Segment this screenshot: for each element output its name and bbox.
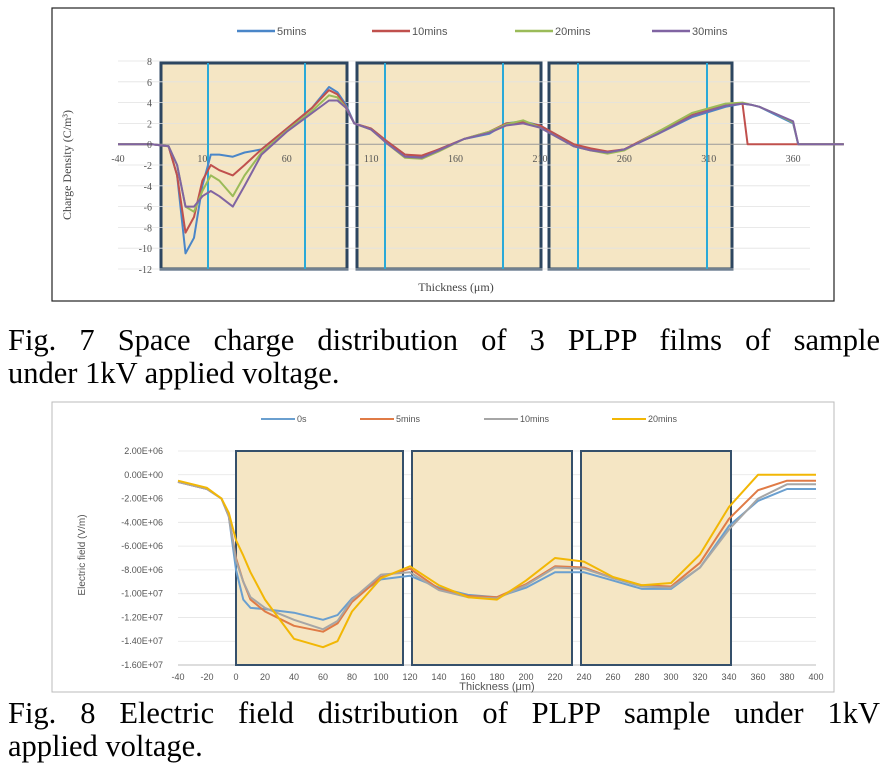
fig8-legend: 0s 5mins 10mins 20mins (261, 414, 678, 424)
fig8-y-tick-label: -6.00E+06 (121, 541, 163, 551)
fig7-y-tick-label: 2 (147, 119, 152, 130)
fig8-x-tick-label: 300 (663, 672, 678, 682)
fig7-caption-line2: under 1kV applied voltage. (8, 356, 340, 390)
fig8-x-tick-label: 160 (460, 672, 475, 682)
fig8-x-tick-labels: -40 -20 0 20 40 60 80 100 120 140 160 180 200 220 240 2… (171, 672, 823, 682)
fig8-y-axis-title: Electric field (V/m) (77, 514, 88, 595)
fig7-legend-label: 30mins (692, 26, 728, 38)
fig7-x-tick-labels: -40 10 60 110 160 210 260 310 360 (111, 154, 800, 165)
fig8-x-tick-label: 20 (260, 672, 270, 682)
fig8-series-line (177, 480, 816, 631)
fig7-series-line (118, 94, 844, 213)
fig8-x-tick-label: 80 (347, 672, 357, 682)
fig8-x-tick-label: 240 (576, 672, 591, 682)
fig8-frame (51, 401, 835, 693)
fig7-x-tick-label: 260 (617, 154, 632, 165)
fig8-x-axis-title: Thickness (μm) (459, 681, 534, 693)
fig8-x-tick-label: 60 (318, 672, 328, 682)
fig7-x-tick-label: 160 (448, 154, 463, 165)
fig8-series-line (177, 473, 816, 649)
fig8-x-tick-label: 100 (373, 672, 388, 682)
fig7-shaded-bands (159, 61, 734, 271)
fig7-band (355, 61, 543, 271)
fig8-x-tick-label: 220 (547, 672, 562, 682)
fig7-band (547, 61, 734, 271)
fig7-band (159, 61, 349, 271)
fig7-x-tick-label: 110 (364, 154, 379, 165)
fig7-series-group (118, 86, 844, 255)
fig7-chart: 8 6 4 2 0 -2 -4 -6 -8 -10 -12 -40 10 60 110 160 210 260 3… (51, 7, 844, 302)
fig8-legend-label: 5mins (396, 414, 421, 424)
fig7-y-tick-label: 6 (147, 78, 152, 89)
fig8-x-tick-label: 180 (489, 672, 504, 682)
fig7-x-tick-label: 60 (282, 154, 292, 165)
fig7-y-tick-label: -2 (144, 161, 152, 172)
fig8-y-tick-label: -1.20E+07 (121, 612, 163, 622)
fig7-x-tick-label: 360 (786, 154, 801, 165)
fig8-x-tick-label: -40 (171, 672, 184, 682)
fig8-legend-label: 20mins (648, 414, 678, 424)
fig8-y-tick-label: 2.00E+06 (124, 446, 163, 456)
fig8-caption-line1: Fig. 8 Electric field distribution of PL… (8, 696, 880, 730)
fig8-x-tick-label: 260 (605, 672, 620, 682)
fig7-y-tick-label: 8 (147, 57, 152, 68)
fig8-y-tick-labels: 2.00E+06 0.00E+00 -2.00E+06 -4.00E+06 -6.00E… (121, 446, 163, 670)
fig8-band (580, 450, 732, 666)
fig8-shaded-bands (235, 450, 732, 666)
fig8-caption: Fig. 8 Electric field distribution of PL… (8, 697, 880, 763)
fig8-x-tick-label: 360 (750, 672, 765, 682)
fig8-x-tick-label: 40 (289, 672, 299, 682)
fig8-legend-label: 0s (297, 414, 307, 424)
fig7-legend-label: 20mins (555, 26, 591, 38)
fig8-y-tick-label: 0.00E+00 (124, 470, 163, 480)
fig8-series-line (177, 479, 816, 633)
fig8-band (411, 450, 573, 666)
fig7-caption: Fig. 7 Space charge distribution of 3 PL… (8, 324, 880, 390)
fig7-y-tick-label: -6 (144, 203, 152, 214)
fig8-legend-label: 10mins (520, 414, 550, 424)
fig7-legend-label: 5mins (277, 26, 307, 38)
fig7-y-tick-label: -12 (139, 265, 152, 276)
fig7-x-tick-label: 310 (701, 154, 716, 165)
fig7-y-tick-label: 0 (147, 140, 152, 151)
fig8-series-group (177, 473, 816, 649)
fig8-x-tick-label: 120 (402, 672, 417, 682)
fig8-x-tick-label: 340 (721, 672, 736, 682)
fig7-y-tick-label: 4 (147, 99, 152, 110)
fig8-y-tick-label: -8.00E+06 (121, 565, 163, 575)
fig7-legend-label: 10mins (412, 26, 448, 38)
fig8-x-tick-label: 280 (634, 672, 649, 682)
fig8-y-tick-label: -4.00E+06 (121, 517, 163, 527)
fig7-y-tick-labels: 8 6 4 2 0 -2 -4 -6 -8 -10 -12 (139, 57, 152, 276)
fig7-x-axis-title: Thickness (μm) (418, 280, 493, 294)
fig8-x-tick-label: 140 (431, 672, 446, 682)
fig7-y-tick-label: -8 (144, 223, 152, 234)
fig8-x-tick-label: 380 (779, 672, 794, 682)
fig7-gridlines (118, 60, 810, 270)
fig8-y-tick-label: -1.60E+07 (121, 660, 163, 670)
fig7-y-axis-title: Charge Density (C/m³) (60, 110, 74, 220)
fig7-y-tick-label: -10 (139, 244, 152, 255)
fig7-legend: 5mins 10mins 20mins 30mins (237, 26, 728, 38)
fig8-x-tick-label: 200 (518, 672, 533, 682)
fig8-x-tick-label: -20 (200, 672, 213, 682)
fig8-y-tick-label: -1.00E+07 (121, 589, 163, 599)
fig7-x-tick-label: -40 (111, 154, 124, 165)
fig7-series-line (118, 99, 844, 208)
fig7-caption-line1: Fig. 7 Space charge distribution of 3 PL… (8, 323, 880, 357)
fig7-x-tick-label: 10 (197, 154, 207, 165)
fig8-band (235, 450, 404, 666)
fig8-y-tick-label: -2.00E+06 (121, 494, 163, 504)
fig7-y-tick-label: -4 (144, 182, 152, 193)
fig8-caption-line2: applied voltage. (8, 729, 203, 763)
fig8-x-tick-label: 400 (808, 672, 823, 682)
fig8-x-tick-label: 0 (233, 672, 238, 682)
fig8-series-line (177, 480, 816, 621)
fig7-x-tick-label: 210 (532, 154, 547, 165)
fig8-gridlines (178, 450, 816, 666)
fig8-y-tick-label: -1.40E+07 (121, 636, 163, 646)
fig8-x-tick-label: 320 (692, 672, 707, 682)
